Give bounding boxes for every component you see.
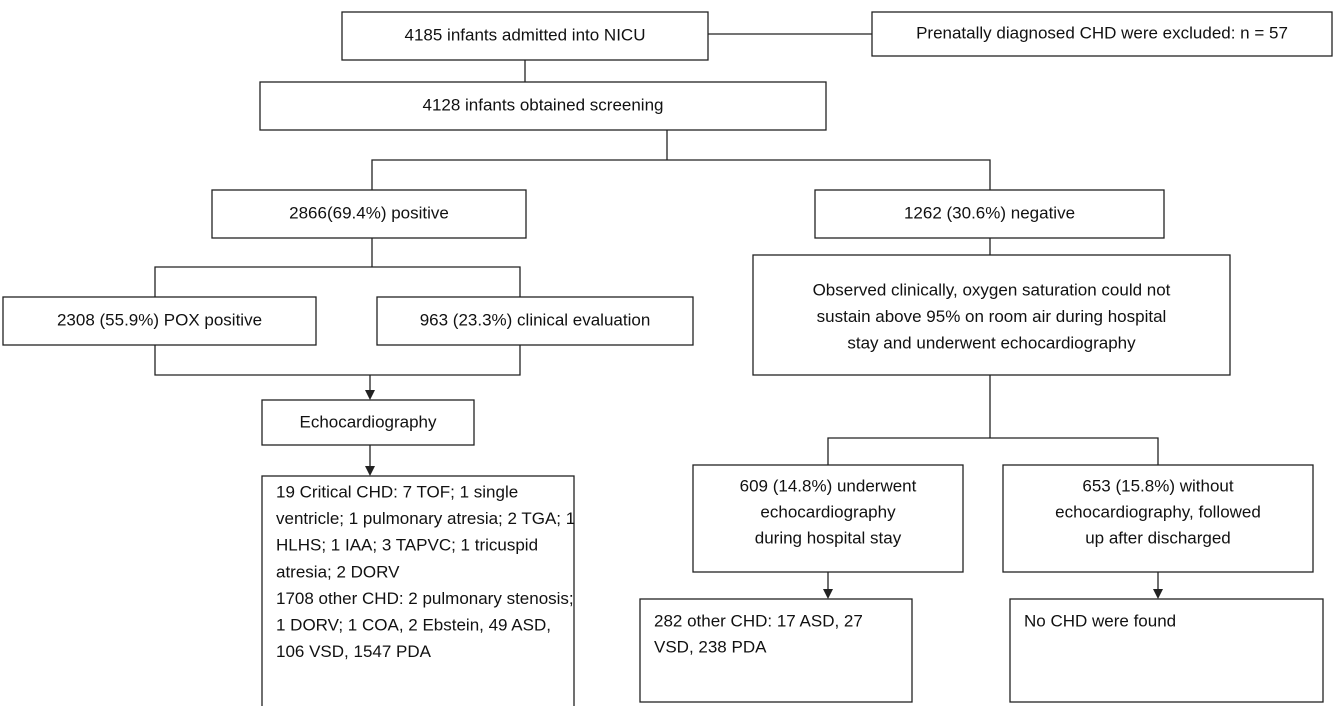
node-box — [814, 189, 1165, 239]
node-label: 2308 (55.9%) POX positive — [57, 310, 262, 329]
node-label: 1708 other CHD: 2 pulmonary stenosis; — [276, 589, 574, 608]
node-box — [259, 81, 827, 131]
node-label: 282 other CHD: 17 ASD, 27 — [654, 611, 863, 630]
node-label: 1262 (30.6%) negative — [904, 203, 1075, 222]
node-label: 1 DORV; 1 COA, 2 Ebstein, 49 ASD, — [276, 615, 551, 634]
node-box — [211, 189, 527, 239]
node-label: during hospital stay — [755, 528, 902, 547]
node-label: 2866(69.4%) positive — [289, 203, 449, 222]
node-label: 653 (15.8%) without — [1082, 476, 1233, 495]
node-label: No CHD were found — [1024, 611, 1176, 630]
node-box — [692, 464, 964, 573]
connector — [827, 437, 1159, 465]
node-label: VSD, 238 PDA — [654, 637, 767, 656]
node-label: Echocardiography — [299, 412, 437, 431]
node-label: atresia; 2 DORV — [276, 562, 400, 581]
node-label: ventricle; 1 pulmonary atresia; 2 TGA; 1 — [276, 509, 575, 528]
node-label: 609 (14.8%) underwent — [740, 476, 917, 495]
connectors — [154, 33, 1163, 599]
connector — [154, 345, 521, 376]
node-label: HLHS; 1 IAA; 3 TAPVC; 1 tricuspid — [276, 536, 538, 555]
node-label: 19 Critical CHD: 7 TOF; 1 single — [276, 482, 518, 501]
node-box — [261, 475, 575, 706]
node-box — [752, 254, 1231, 376]
node-box — [871, 11, 1333, 57]
node-box — [1002, 464, 1314, 573]
node-box — [1009, 598, 1324, 703]
node-label: stay and underwent echocardiography — [847, 333, 1136, 352]
node-box — [341, 11, 709, 61]
node-box — [639, 598, 913, 703]
node-label: Prenatally diagnosed CHD were excluded: … — [916, 23, 1288, 42]
node-box — [261, 399, 475, 446]
node-label: Observed clinically, oxygen saturation c… — [813, 280, 1171, 299]
connector — [154, 266, 521, 297]
node-label: echocardiography — [760, 502, 896, 521]
node-box — [2, 296, 317, 346]
node-box — [376, 296, 694, 346]
node-label: up after discharged — [1085, 528, 1231, 547]
node-label: 4185 infants admitted into NICU — [405, 25, 646, 44]
node-label: 963 (23.3%) clinical evaluation — [420, 310, 651, 329]
node-label: echocardiography, followed — [1055, 502, 1261, 521]
node-label: sustain above 95% on room air during hos… — [817, 307, 1167, 326]
node-label: 4128 infants obtained screening — [422, 95, 663, 114]
connector — [371, 159, 991, 190]
node-label: 106 VSD, 1547 PDA — [276, 642, 432, 661]
